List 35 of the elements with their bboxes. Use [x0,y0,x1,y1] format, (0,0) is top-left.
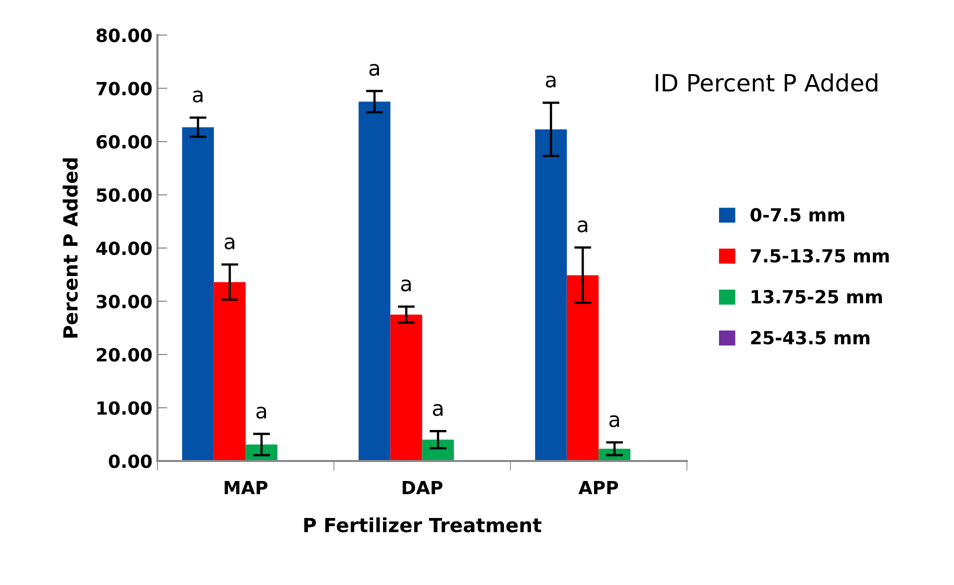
text: ID Percent P Added [656,73,878,92]
y-tick-label: 20.00 [96,348,152,362]
y-tick-label: 10.00 [97,401,152,415]
legend-label: 7.5-13.75 mm [750,248,889,263]
y-tick-label: 70.00 [96,82,152,96]
annotation: a [192,90,202,102]
x-tick-label: APP [578,480,618,494]
bar [535,129,567,461]
legend-label: 13.75-25 mm [752,290,882,304]
y-tick-label: 80.00 [96,28,152,42]
bar [182,127,214,461]
x-tick-label: MAP [224,480,268,494]
annotation: a [401,279,411,292]
y-tick-label: 50.00 [96,188,152,202]
bar [390,314,422,461]
annotation: a [256,406,266,419]
y-axis-title: Percent P Added [62,158,78,338]
x-axis-title: P Fertilizer Treatment [304,517,542,532]
bar [358,102,390,461]
annotation: a [432,404,443,416]
y-tick-label: 60.00 [96,135,152,149]
bar [214,282,246,461]
legend-label: 25-43.5 mm [751,330,870,345]
annotation: a [224,237,234,250]
annotation: a [369,64,379,76]
bar [566,275,599,461]
bar [422,440,454,461]
annotation: a [546,76,556,88]
annotation: a [609,415,620,428]
legend-label: 0-7.5 mm [750,208,844,222]
y-tick-label: 30.00 [96,294,152,308]
y-tick-label: 0.00 [108,454,152,468]
x-tick-label: DAP [402,480,442,494]
y-tick-label: 40.00 [96,242,152,256]
annotation: a [578,220,588,232]
